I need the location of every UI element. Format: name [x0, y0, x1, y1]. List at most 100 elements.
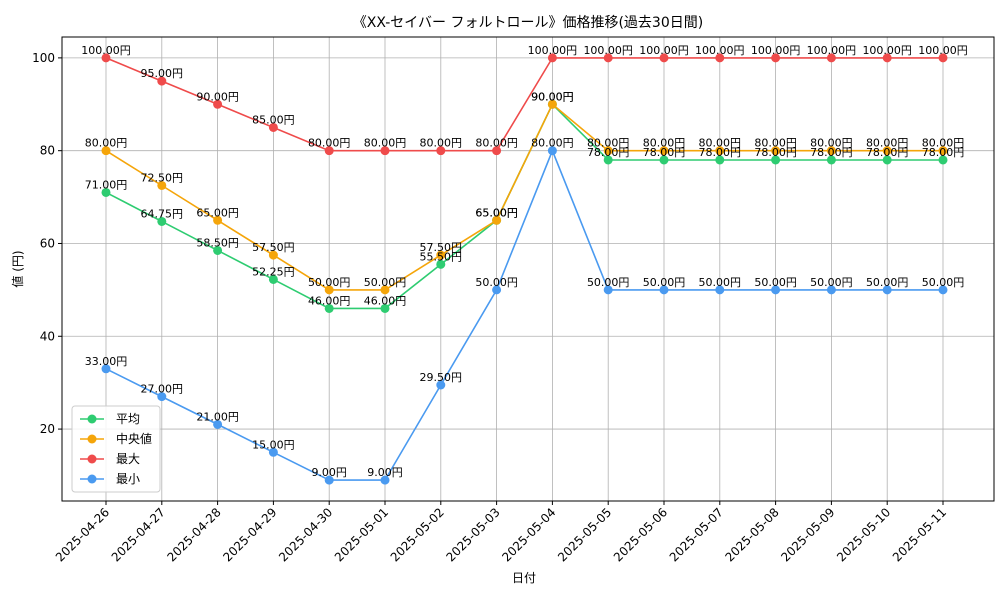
y-tick-label: 60 [40, 236, 55, 250]
series-line-1 [105, 103, 943, 291]
series-point-1 [101, 146, 111, 156]
legend-swatch-marker [87, 474, 97, 484]
series-point-3 [547, 146, 557, 156]
y-tick-label: 100 [32, 51, 55, 65]
legend-swatch-marker [87, 434, 97, 444]
series-point-0 [213, 245, 223, 255]
data-label: 50.00円 [587, 276, 630, 289]
series-point-0 [324, 303, 334, 313]
data-label-layer: 71.00円 64.75円 58.50円 52.25円 46.00円 46.00円 55.5… [81, 44, 968, 479]
x-tick-label: 2025-05-07 [667, 505, 726, 564]
series-point-2 [715, 53, 725, 63]
x-tick-label: 2025-05-04 [499, 505, 558, 564]
chart-title: 《XX-セイバー フォルトロール》価格推移(過去30日間) [353, 15, 703, 31]
y-tick-label: 80 [40, 144, 55, 158]
series-point-1 [436, 250, 446, 260]
series-point-3 [603, 285, 613, 295]
data-label: 78.00円 [587, 146, 630, 159]
series-point-2 [882, 53, 892, 63]
series-point-3 [826, 285, 836, 295]
series-point-3 [268, 447, 278, 457]
data-label: 100.00円 [751, 44, 801, 57]
grid-layer [62, 37, 994, 501]
series-point-0 [436, 259, 446, 269]
data-label: 46.00円 [364, 294, 407, 307]
series-point-2 [324, 146, 334, 156]
x-tick-label: 2025-05-02 [388, 505, 447, 564]
data-label: 50.00円 [754, 276, 797, 289]
series-point-1 [547, 99, 557, 109]
data-label: 100.00円 [862, 44, 912, 57]
series-point-2 [659, 53, 669, 63]
data-label: 85.00円 [252, 113, 295, 126]
y-tick-label: 40 [40, 329, 55, 343]
data-label: 21.00円 [196, 410, 239, 423]
data-label: 71.00円 [85, 178, 128, 191]
series-point-2 [603, 53, 613, 63]
series-point-0 [826, 155, 836, 165]
series-point-3 [715, 285, 725, 295]
data-label: 95.00円 [141, 67, 184, 80]
x-tick-label: 2025-04-30 [276, 505, 335, 564]
series-point-0 [380, 303, 390, 313]
series-point-3 [380, 475, 390, 485]
data-label: 50.00円 [643, 276, 686, 289]
legend-entry-label: 中央値 [116, 431, 152, 446]
data-label: 9.00円 [311, 466, 347, 479]
series-point-3 [157, 392, 167, 402]
x-tick-label: 2025-05-09 [778, 505, 837, 564]
legend-entry-label: 最大 [116, 452, 140, 466]
data-label: 65.00円 [475, 206, 518, 219]
series-point-0 [882, 155, 892, 165]
tick-layer: 2025-04-262025-04-272025-04-282025-04-29… [32, 51, 949, 565]
series-point-0 [771, 155, 781, 165]
legend-swatch-marker [87, 454, 97, 464]
series-point-3 [213, 419, 223, 429]
data-label: 78.00円 [754, 146, 797, 159]
series-point-2 [492, 146, 502, 156]
data-label: 33.00円 [85, 355, 128, 368]
series-point-0 [603, 155, 613, 165]
data-label: 29.50円 [420, 371, 463, 384]
series-point-3 [101, 364, 111, 374]
x-tick-label: 2025-05-06 [611, 505, 670, 564]
data-label: 80.00円 [810, 137, 853, 150]
series-point-2 [157, 76, 167, 86]
data-label: 15.00円 [252, 438, 295, 451]
data-label: 80.00円 [531, 137, 574, 150]
series-point-3 [324, 475, 334, 485]
x-tick-label: 2025-04-29 [220, 505, 279, 564]
data-label: 100.00円 [695, 44, 745, 57]
series-point-0 [157, 216, 167, 226]
series-point-1 [324, 285, 334, 295]
data-label: 80.00円 [754, 137, 797, 150]
series-point-1 [771, 146, 781, 156]
series-point-0 [938, 155, 948, 165]
series-point-3 [938, 285, 948, 295]
legend-entry-label: 最小 [116, 472, 140, 486]
data-label: 50.00円 [699, 276, 742, 289]
data-label: 80.00円 [866, 137, 909, 150]
data-label: 65.00円 [475, 206, 518, 219]
data-label: 78.00円 [699, 146, 742, 159]
x-tick-label: 2025-05-03 [444, 505, 503, 564]
x-tick-label: 2025-05-10 [834, 505, 893, 564]
data-label: 72.50円 [141, 171, 184, 184]
series-point-1 [603, 146, 613, 156]
data-label: 57.50円 [420, 241, 463, 254]
data-label: 50.00円 [922, 276, 965, 289]
data-label: 78.00円 [922, 146, 965, 159]
data-label: 100.00円 [528, 44, 578, 57]
series-point-3 [436, 380, 446, 390]
data-label: 57.50円 [252, 241, 295, 254]
x-tick-label: 2025-05-05 [555, 505, 614, 564]
series-line-3 [105, 148, 943, 481]
data-label: 50.00円 [810, 276, 853, 289]
data-label: 55.50円 [420, 250, 463, 263]
series-point-2 [213, 99, 223, 109]
data-label: 100.00円 [583, 44, 633, 57]
data-label: 58.50円 [196, 236, 239, 249]
plot-frame [61, 36, 995, 502]
data-label: 90.00円 [531, 90, 574, 103]
